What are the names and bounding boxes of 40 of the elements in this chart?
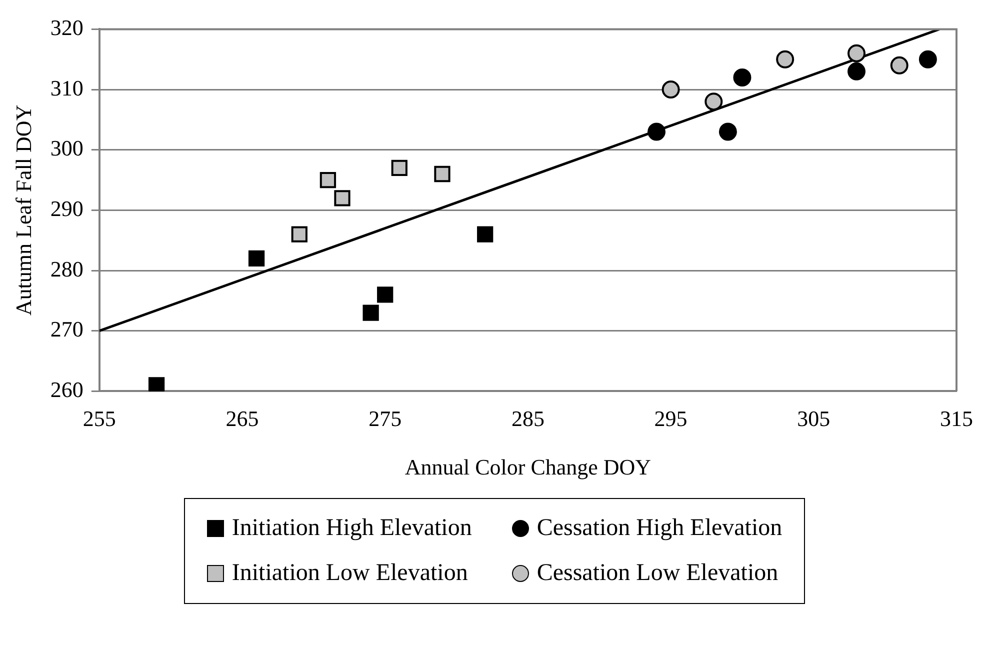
point (662, 80, 680, 99)
x-axis-title: Annual Color Change DOY (404, 454, 652, 480)
point (291, 226, 308, 242)
y-tick-label: 320 (50, 14, 84, 40)
point (776, 50, 794, 68)
point (148, 377, 165, 392)
y-axis-title: Autumn Leaf Fall DOY (10, 104, 36, 316)
point (248, 250, 265, 267)
point (334, 190, 350, 206)
point (648, 122, 666, 141)
point (362, 304, 379, 321)
point (848, 44, 866, 62)
legend-label: Cessation Low Elevation (536, 560, 778, 587)
point (848, 62, 866, 80)
y-tick-label: 280 (50, 256, 84, 282)
x-tick-label: 295 (654, 406, 688, 432)
point (918, 50, 937, 68)
point (377, 286, 394, 303)
point (890, 56, 908, 74)
point (434, 166, 450, 182)
x-tick-label: 285 (511, 406, 544, 432)
legend-label: Initiation High Elevation (232, 515, 472, 542)
point (718, 122, 737, 141)
y-tick-label: 260 (50, 376, 84, 402)
x-tick-label: 255 (82, 406, 116, 432)
x-tick-label: 275 (368, 406, 402, 432)
y-tick-label: 300 (50, 136, 84, 161)
point (704, 92, 723, 111)
y-tick-label: 270 (50, 316, 84, 342)
x-tick-label: 315 (940, 406, 973, 432)
point (477, 226, 494, 242)
point (733, 68, 752, 86)
y-tick-label: 290 (50, 196, 84, 221)
legend-label: Cessation High Elevation (536, 515, 782, 542)
point (391, 160, 408, 176)
x-tick-label: 305 (797, 406, 830, 432)
y-tick-label: 310 (50, 75, 84, 100)
x-tick-label: 265 (226, 406, 259, 432)
legend-label: Initiation Low Elevation (232, 560, 468, 587)
point (320, 172, 336, 188)
